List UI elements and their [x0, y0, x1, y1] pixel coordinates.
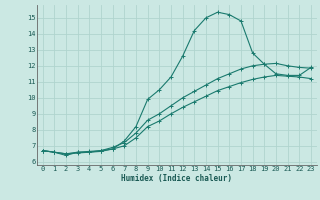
X-axis label: Humidex (Indice chaleur): Humidex (Indice chaleur) — [121, 174, 232, 183]
